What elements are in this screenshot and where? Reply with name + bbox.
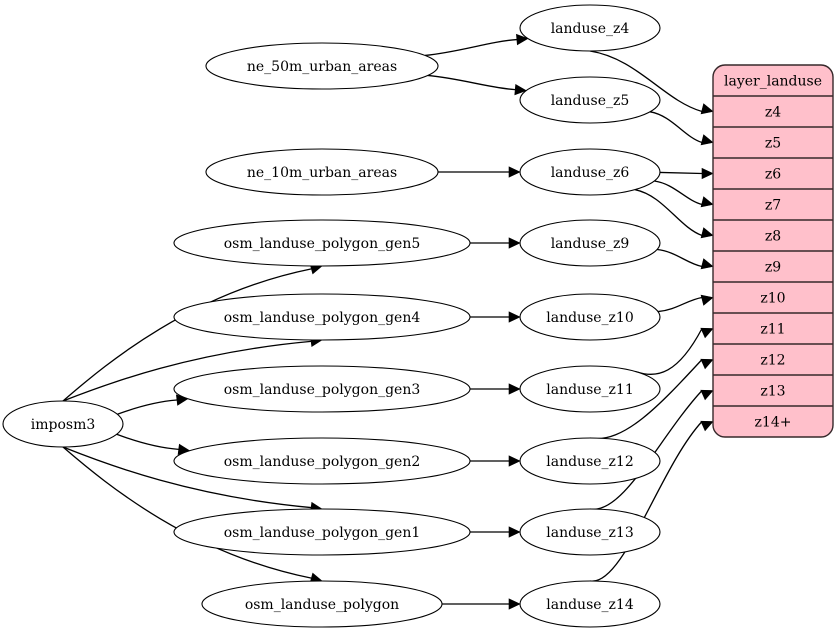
edge-ne50-to-lz5-arrowhead	[514, 83, 527, 96]
edge-ne50-to-lz4-arrowhead	[516, 33, 529, 46]
node-lz11[interactable]: landuse_z11	[519, 365, 661, 413]
edge-lz9-to-z9	[657, 248, 703, 268]
edge-imposm3-to-gen5	[62, 268, 312, 402]
edge-ne50-to-lz5	[427, 74, 516, 91]
edge-layer	[62, 33, 714, 610]
node-gen4[interactable]: osm_landuse_polygon_gen4	[173, 293, 471, 341]
edge-lz14-to-z14+-arrowhead	[700, 420, 714, 432]
edge-lz6-to-z8-arrowhead	[700, 227, 714, 239]
node-lz5[interactable]: landuse_z5	[519, 76, 661, 124]
edge-poly-to-lz14-arrowhead	[508, 598, 521, 610]
edge-lz10-to-z10	[657, 296, 703, 313]
edge-lz9-to-z9-arrowhead	[700, 258, 714, 270]
edge-lz11-to-z11	[637, 328, 703, 376]
edge-imposm3-to-gen3	[117, 399, 177, 415]
edge-lz5-to-z5-arrowhead	[700, 134, 714, 146]
edge-gen4-to-lz10-arrowhead	[508, 311, 521, 323]
edge-imposm3-to-gen4	[62, 340, 312, 402]
node-lz9[interactable]: landuse_z9	[519, 219, 661, 267]
node-layer: imposm3 ne_50m_urban_areas ne_10m_urban_ar…	[2, 4, 661, 628]
edge-gen3-to-lz11-arrowhead	[508, 383, 521, 395]
edge-lz6-to-z7-arrowhead	[700, 196, 714, 208]
node-gen1[interactable]: osm_landuse_polygon_gen1	[173, 508, 471, 556]
node-ne10[interactable]: ne_10m_urban_areas	[205, 148, 439, 196]
edge-lz5-to-z5	[649, 111, 703, 144]
node-lz12[interactable]: landuse_z12	[519, 437, 661, 485]
edge-lz12-to-z12-arrowhead	[700, 358, 714, 370]
edge-ne10-to-lz6-arrowhead	[508, 166, 521, 178]
edge-lz13-to-z13-arrowhead	[700, 389, 714, 401]
node-lz10[interactable]: landuse_z10	[519, 293, 661, 341]
node-lz6[interactable]: landuse_z6	[519, 148, 661, 196]
node-imposm3[interactable]: imposm3	[2, 400, 124, 448]
edge-imposm3-to-gen1	[62, 446, 312, 509]
node-lz14[interactable]: landuse_z14	[519, 580, 661, 628]
edge-lz4-to-z4	[589, 50, 703, 113]
edge-gen2-to-lz12-arrowhead	[508, 455, 521, 467]
node-gen5[interactable]: osm_landuse_polygon_gen5	[173, 219, 471, 267]
edge-lz4-to-z4-arrowhead	[700, 103, 714, 115]
layer-landuse-table: layer_landusez4z5z6z7z8z9z10z11z12z13z14…	[712, 64, 834, 438]
edge-imposm3-to-gen2	[116, 433, 179, 451]
edge-lz11-to-z11-arrowhead	[700, 327, 714, 339]
edge-lz6-to-z6-arrowhead	[701, 167, 714, 180]
node-gen3[interactable]: osm_landuse_polygon_gen3	[173, 365, 471, 413]
edge-imposm3-to-poly	[62, 446, 312, 579]
edge-gen1-to-lz13-arrowhead	[508, 526, 521, 538]
edge-lz6-to-z7	[654, 180, 703, 206]
node-lz13[interactable]: landuse_z13	[519, 508, 661, 556]
edge-gen5-to-lz9-arrowhead	[508, 237, 521, 249]
node-gen2[interactable]: osm_landuse_polygon_gen2	[173, 437, 471, 485]
edge-lz6-to-z8	[634, 189, 703, 237]
node-lz4[interactable]: landuse_z4	[519, 4, 661, 52]
edge-ne50-to-lz4	[424, 38, 517, 57]
edge-lz6-to-z6	[659, 171, 703, 175]
node-poly[interactable]: osm_landuse_polygon	[201, 580, 443, 628]
node-ne50[interactable]: ne_50m_urban_areas	[205, 42, 439, 90]
edge-lz10-to-z10-arrowhead	[700, 294, 714, 306]
